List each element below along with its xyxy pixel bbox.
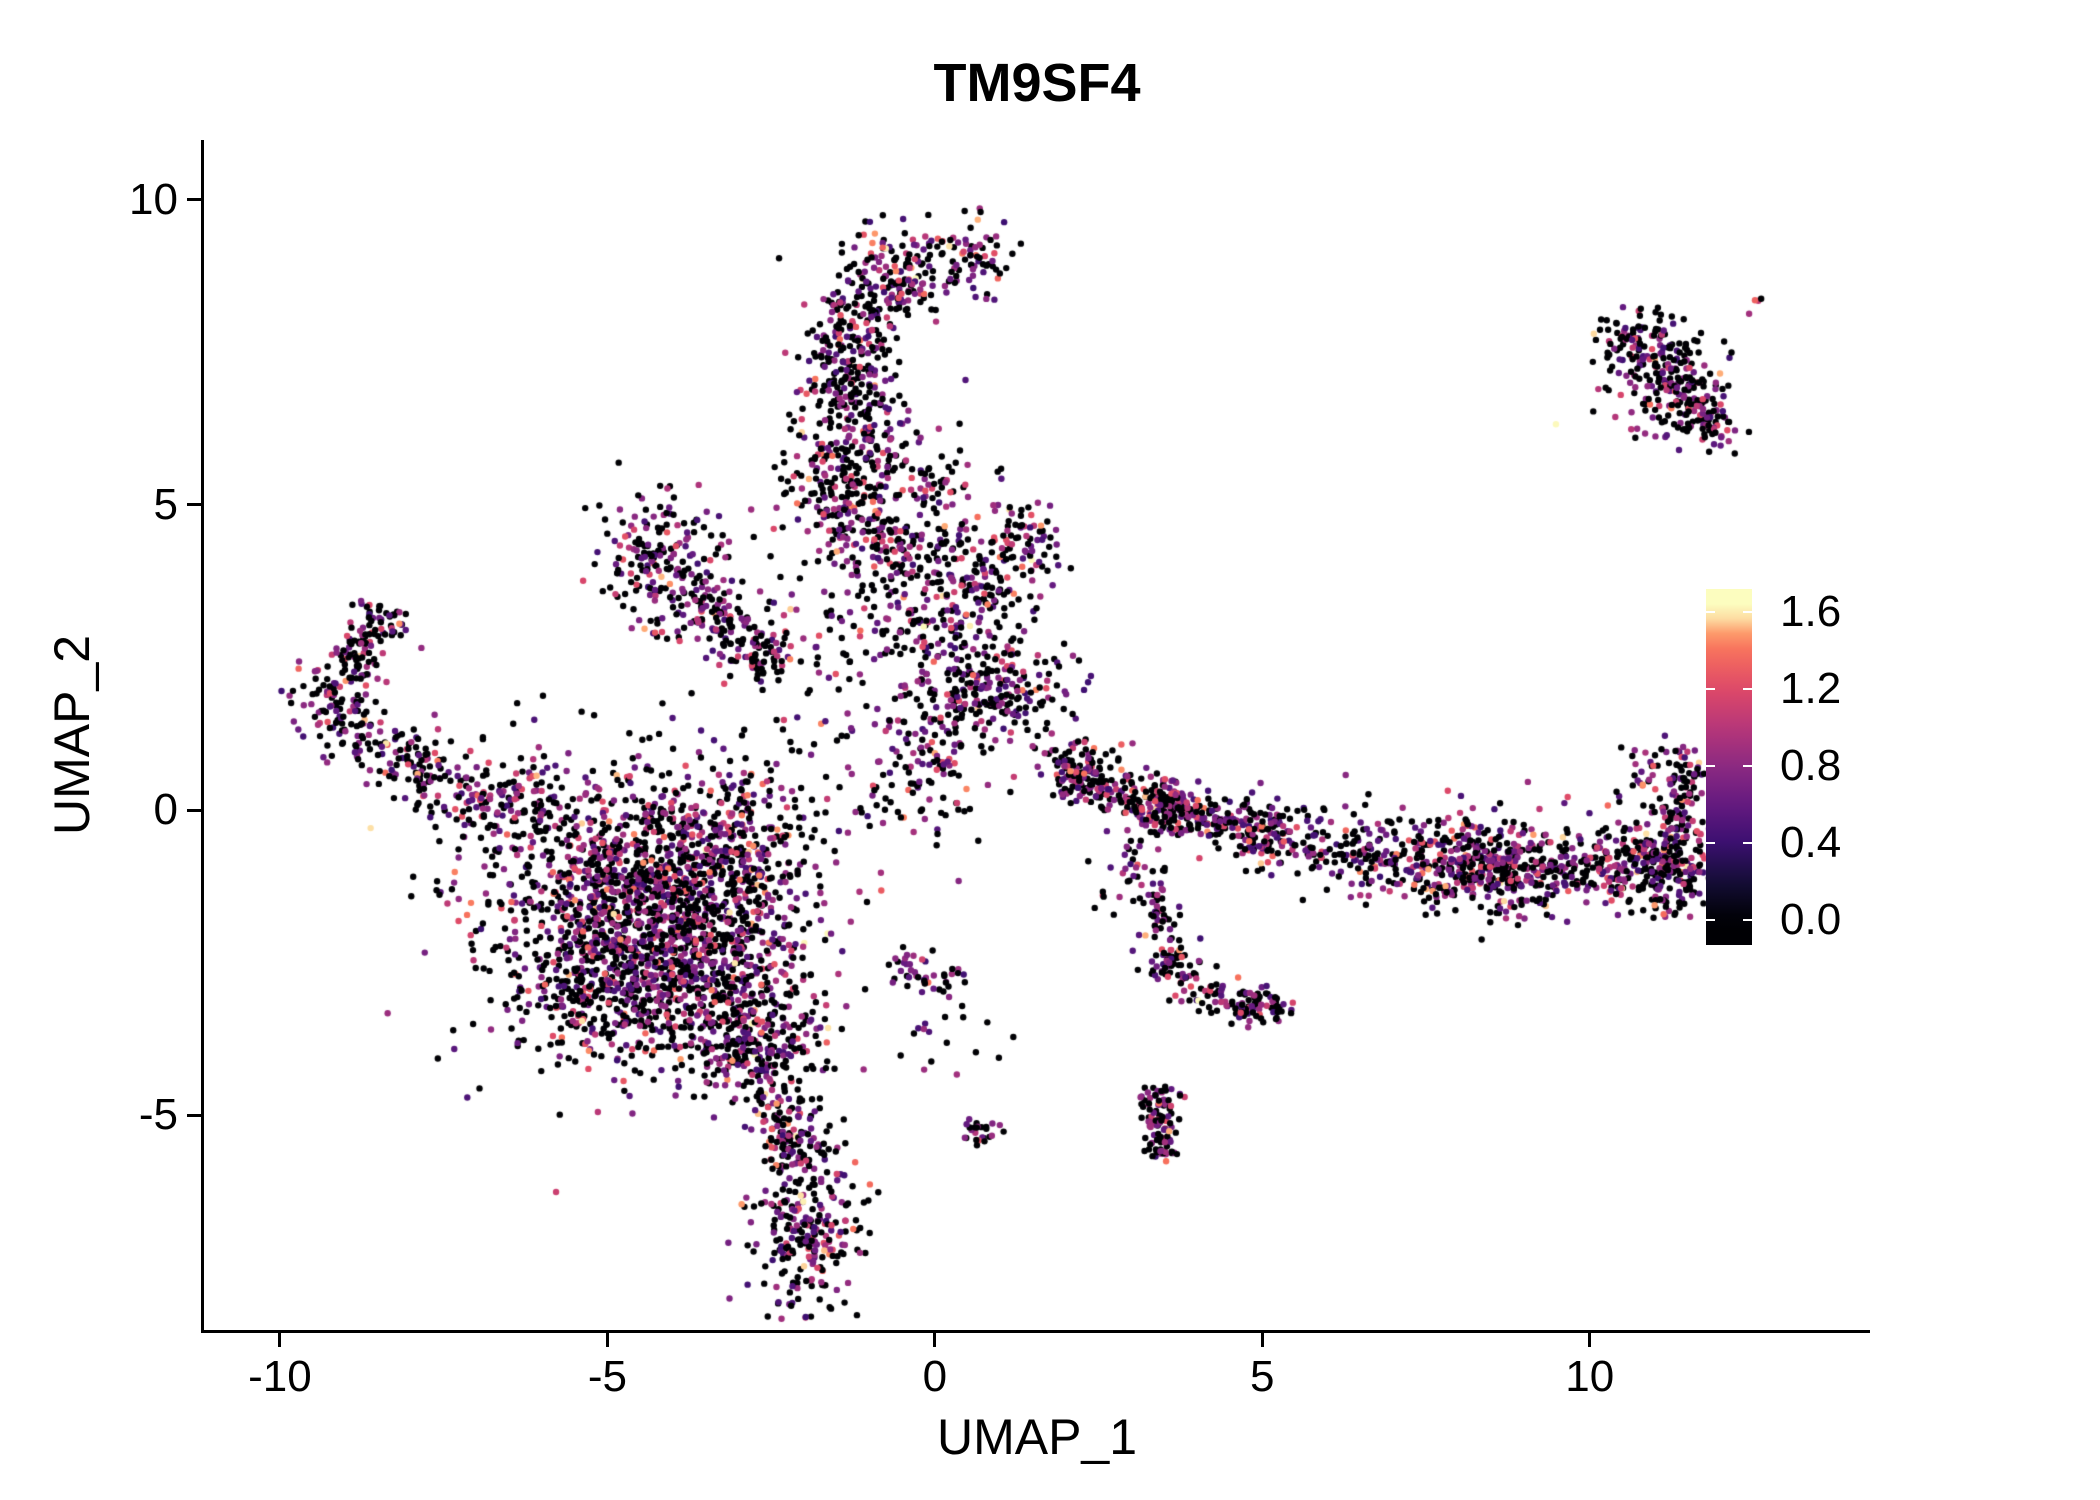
colorbar-tick-right-2 <box>1743 764 1752 768</box>
colorbar-label-4: 0.0 <box>1780 894 1842 944</box>
x-axis-label: UMAP_1 <box>936 1409 1138 1465</box>
y-tick-label-2: 5 <box>153 479 178 529</box>
colorbar-label-0: 1.6 <box>1780 587 1842 637</box>
x-tick-mark-4 <box>1588 1333 1592 1347</box>
colorbar-tick-left-3 <box>1706 841 1715 845</box>
colorbar-tick-left-0 <box>1706 610 1715 614</box>
y-tick-mark-2 <box>187 503 201 507</box>
colorbar-tick-right-0 <box>1743 610 1752 614</box>
colorbar-label-3: 0.4 <box>1780 818 1842 867</box>
x-tick-label-4: 10 <box>1565 1352 1615 1401</box>
x-tick-label-1: -5 <box>587 1352 627 1401</box>
x-tick-mark-2 <box>933 1333 937 1347</box>
colorbar-tick-left-2 <box>1706 764 1715 768</box>
x-tick-label-3: 5 <box>1250 1352 1275 1401</box>
y-tick-label-1: 0 <box>153 785 178 835</box>
y-tick-mark-3 <box>187 198 201 202</box>
colorbar-tick-right-3 <box>1743 841 1752 845</box>
y-tick-mark-1 <box>187 808 201 812</box>
x-tick-mark-3 <box>1260 1333 1264 1347</box>
y-tick-label-3: 10 <box>129 174 178 224</box>
y-tick-mark-0 <box>187 1113 201 1117</box>
y-axis-label: UMAP_2 <box>44 634 100 836</box>
colorbar-label-2: 0.8 <box>1780 741 1842 791</box>
x-tick-label-2: 0 <box>922 1352 948 1401</box>
y-tick-label-0: -5 <box>138 1090 178 1140</box>
x-tick-mark-1 <box>605 1333 609 1347</box>
colorbar-label-1: 1.2 <box>1780 664 1842 714</box>
colorbar-tick-right-1 <box>1743 687 1752 691</box>
colorbar-tick-left-1 <box>1706 687 1715 691</box>
y-axis-line <box>201 140 204 1333</box>
colorbar-tick-left-4 <box>1706 918 1715 922</box>
x-tick-mark-0 <box>278 1333 282 1347</box>
colorbar-tick-right-4 <box>1743 918 1752 922</box>
x-tick-label-0: -10 <box>248 1352 312 1401</box>
x-axis-line <box>201 1330 1870 1333</box>
plot-title: TM9SF4 <box>933 53 1141 113</box>
